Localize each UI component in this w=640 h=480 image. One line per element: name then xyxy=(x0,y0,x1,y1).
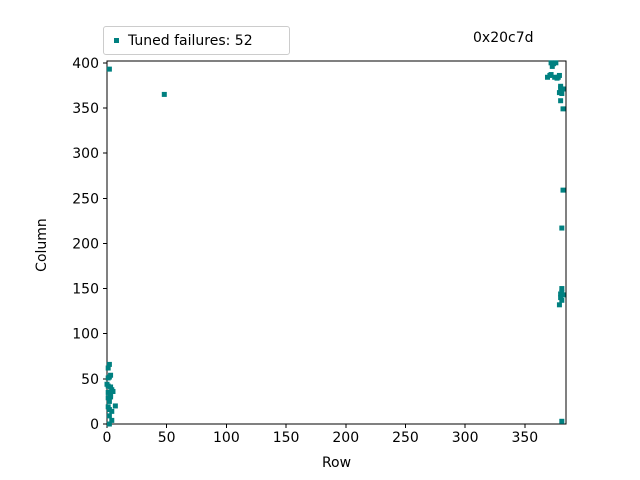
y-tick-label: 50 xyxy=(81,372,99,388)
data-point xyxy=(560,292,566,298)
data-point xyxy=(560,86,566,92)
y-tick-label: 0 xyxy=(90,417,99,433)
data-point xyxy=(106,413,112,419)
x-tick-label: 350 xyxy=(511,430,538,446)
data-point xyxy=(559,289,565,295)
data-point xyxy=(559,225,565,231)
x-tick-label: 0 xyxy=(103,430,112,446)
y-axis-label: Column xyxy=(34,218,50,272)
x-tick-label: 250 xyxy=(392,430,419,446)
legend: Tuned failures: 52 xyxy=(103,26,290,55)
y-tick-label: 100 xyxy=(72,327,99,343)
data-point xyxy=(106,398,112,404)
data-point xyxy=(109,408,115,414)
data-point xyxy=(550,61,556,67)
x-tick-label: 300 xyxy=(452,430,479,446)
data-point xyxy=(110,388,116,394)
data-point xyxy=(108,394,114,400)
legend-marker-square-icon xyxy=(114,38,119,43)
x-tick-label: 50 xyxy=(158,430,176,446)
data-point xyxy=(105,365,111,371)
legend-label: Tuned failures: 52 xyxy=(128,32,253,49)
data-point xyxy=(560,187,566,193)
data-point xyxy=(549,63,555,69)
x-tick-label: 200 xyxy=(332,430,359,446)
data-point xyxy=(556,302,562,308)
y-tick-label: 250 xyxy=(72,191,99,207)
data-point xyxy=(558,98,564,104)
data-point xyxy=(106,361,112,367)
data-point xyxy=(559,91,565,97)
x-tick-label: 100 xyxy=(213,430,240,446)
data-point xyxy=(559,297,565,303)
data-point xyxy=(558,295,564,301)
x-tick-label: 150 xyxy=(273,430,300,446)
y-tick-label: 400 xyxy=(72,56,99,72)
y-tick-label: 200 xyxy=(72,236,99,252)
data-point xyxy=(161,91,167,97)
data-point xyxy=(106,421,112,427)
data-point xyxy=(556,72,562,78)
data-point xyxy=(112,403,118,409)
data-point xyxy=(105,383,111,389)
x-axis-label: Row xyxy=(321,455,352,471)
data-point xyxy=(109,417,115,423)
data-point xyxy=(105,404,111,410)
data-point xyxy=(560,106,566,112)
data-point xyxy=(559,286,565,292)
y-tick-label: 150 xyxy=(72,282,99,298)
y-tick-label: 300 xyxy=(72,146,99,162)
data-point xyxy=(559,418,565,424)
data-point xyxy=(106,374,112,380)
data-point xyxy=(106,66,112,72)
data-point xyxy=(105,389,111,395)
plot-title-right: 0x20c7d xyxy=(473,30,534,46)
data-point xyxy=(547,72,553,78)
y-tick-label: 350 xyxy=(72,101,99,117)
plot-area-border xyxy=(106,60,567,425)
